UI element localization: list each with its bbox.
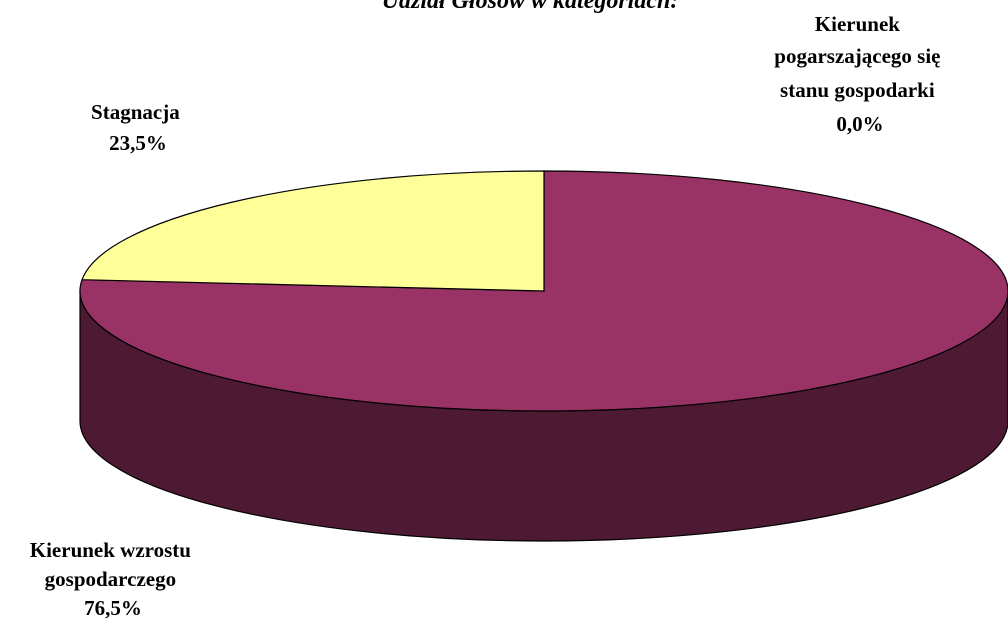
pie-top-slices [79,170,1008,412]
slice-label-kierunek-pogarszajacego: Kierunek pogarszającego się stanu gospod… [774,12,945,136]
slice-label-kierunek-wzrostu: Kierunek wzrostu gospodarczego 76,5% [30,538,196,620]
chart-title: Udział Głosów w kategoriach: [382,0,679,14]
pie-slice-stagnacja [81,170,545,292]
slice-label-stagnacja: Stagnacja 23,5% [91,100,185,155]
